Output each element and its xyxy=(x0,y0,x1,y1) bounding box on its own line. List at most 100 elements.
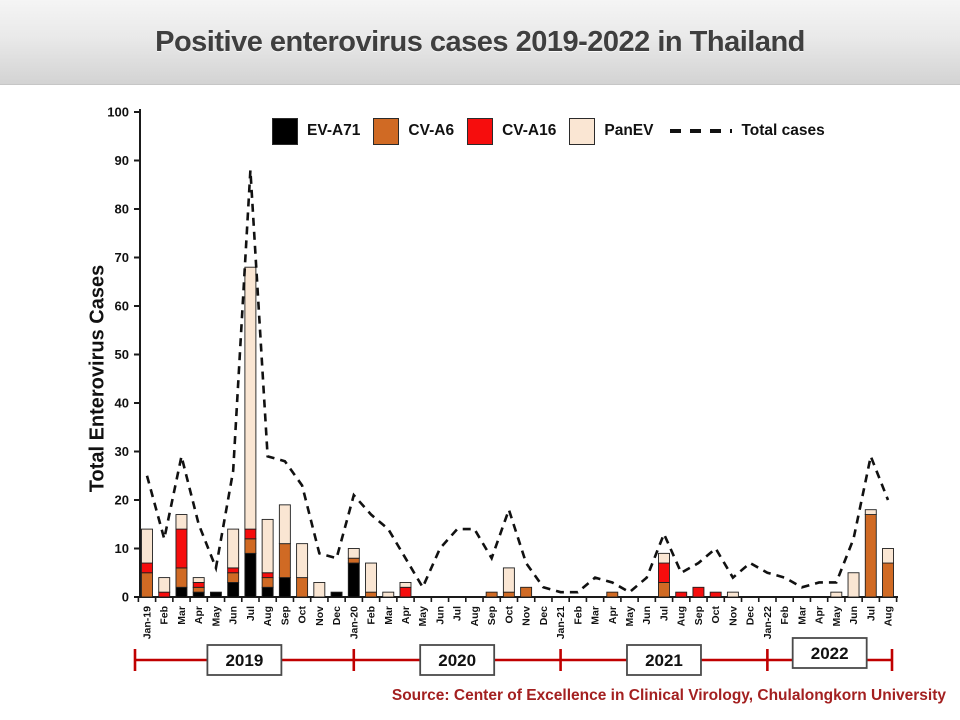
bar-segment-cv-a6 xyxy=(365,591,377,598)
month-label: Jun xyxy=(228,606,240,625)
bar-segment-cv-a6 xyxy=(864,514,877,598)
month-label: Feb xyxy=(159,606,171,625)
month-label: May xyxy=(417,606,429,627)
year-label-2020: 2020 xyxy=(438,651,476,670)
bar-segment-ev-a71 xyxy=(347,562,360,598)
title-band: Positive enterovirus cases 2019-2022 in … xyxy=(0,0,960,85)
bar-segment-panev xyxy=(864,509,877,516)
month-label: Mar xyxy=(796,606,808,625)
month-label: Mar xyxy=(176,606,188,625)
bar-segment-ev-a71 xyxy=(192,591,205,598)
y-tick-label: 40 xyxy=(115,396,129,411)
month-label: Aug xyxy=(469,606,481,626)
bar-segment-cv-a6 xyxy=(227,572,240,583)
y-tick-label: 90 xyxy=(115,153,129,168)
bar-segment-cv-a16 xyxy=(227,567,240,574)
bar-segment-panev xyxy=(227,528,240,569)
month-label: Feb xyxy=(366,606,378,625)
month-label: Sep xyxy=(279,606,291,625)
bar-segment-cv-a16 xyxy=(192,582,205,588)
year-label-2019: 2019 xyxy=(225,651,263,670)
bar-segment-cv-a6 xyxy=(175,567,188,588)
month-label: May xyxy=(210,606,222,627)
bar-segment-cv-a6 xyxy=(141,572,153,598)
month-label: Oct xyxy=(503,606,515,624)
bar-segment-cv-a16 xyxy=(261,572,274,579)
month-label: May xyxy=(831,606,843,627)
bar-segment-cv-a6 xyxy=(192,586,205,593)
month-label: Apr xyxy=(193,606,205,624)
y-tick-label: 70 xyxy=(115,250,129,265)
bar-segment-panev xyxy=(347,548,360,559)
y-tick-label: 0 xyxy=(122,590,129,605)
bar-segment-panev xyxy=(278,504,291,545)
cv-a6-swatch-icon xyxy=(373,117,400,145)
month-label: Nov xyxy=(521,606,533,626)
page-title: Positive enterovirus cases 2019-2022 in … xyxy=(155,25,805,58)
month-label: Apr xyxy=(400,606,412,624)
cv-a16-swatch-icon xyxy=(467,117,494,145)
bar-segment-cv-a16 xyxy=(675,591,688,598)
ev-a71-swatch-icon xyxy=(272,117,298,145)
bar-segment-ev-a71 xyxy=(244,552,257,598)
y-tick-label: 50 xyxy=(115,347,129,362)
month-label: Sep xyxy=(486,606,498,625)
bar-segment-panev xyxy=(244,266,257,530)
y-tick-label: 60 xyxy=(115,299,129,314)
bar-segment-panev xyxy=(382,591,395,598)
bar-segment-panev xyxy=(365,562,377,593)
y-tick-label: 20 xyxy=(115,493,129,508)
legend-label: CV-A6 xyxy=(408,122,455,139)
chart-legend: EV-A71 CV-A6 CV-A16 PanEV Total cases xyxy=(272,115,825,147)
bar-segment-cv-a6 xyxy=(278,543,291,579)
bar-segment-cv-a6 xyxy=(347,557,360,564)
bar-segment-panev xyxy=(399,582,412,588)
y-tick-label: 10 xyxy=(115,541,129,556)
month-label: Nov xyxy=(314,606,326,626)
month-label: Mar xyxy=(590,606,602,625)
legend-label: PanEV xyxy=(604,122,654,139)
dashed-line-icon xyxy=(670,129,733,133)
month-label: Jan-20 xyxy=(348,606,360,639)
month-label: Jun xyxy=(434,606,446,625)
bar-segment-cv-a6 xyxy=(502,591,515,598)
bar-segment-cv-a16 xyxy=(175,528,188,569)
year-label-box-2022 xyxy=(791,637,868,669)
bar-segment-cv-a6 xyxy=(520,586,533,598)
source-text: Source: Center of Excellence in Clinical… xyxy=(391,687,946,704)
year-label-2022: 2022 xyxy=(811,644,849,663)
bar-segment-panev xyxy=(261,518,274,574)
bar-segment-panev xyxy=(658,552,670,564)
month-label: Feb xyxy=(779,606,791,625)
month-label: Jan-21 xyxy=(555,606,567,639)
chart-area: Total Enterovirus Cases 0 10 20 30 40 50 60 70 8… xyxy=(60,95,940,685)
panev-swatch-icon xyxy=(569,117,596,145)
legend-item-panev: PanEV xyxy=(569,117,654,145)
month-label: Jun xyxy=(848,606,860,625)
y-tick-label: 30 xyxy=(115,444,129,459)
bar-segment-cv-a6 xyxy=(485,591,498,598)
month-label: Nov xyxy=(727,606,739,626)
total-cases-line xyxy=(145,170,890,594)
month-label: Jul xyxy=(245,606,257,621)
bar-segment-ev-a71 xyxy=(278,577,291,598)
bar-segment-cv-a6 xyxy=(658,582,670,598)
month-label: Jan-22 xyxy=(762,606,774,639)
bar-segment-ev-a71 xyxy=(175,586,188,598)
month-label: Jul xyxy=(452,606,464,621)
legend-item-cv-a6: CV-A6 xyxy=(373,117,455,145)
bar-segment-panev xyxy=(726,591,739,598)
bar-segment-panev xyxy=(847,572,860,598)
month-label: Mar xyxy=(383,606,395,625)
bar-segment-cv-a16 xyxy=(692,586,705,598)
bar-segment-ev-a71 xyxy=(261,586,274,598)
year-label-2021: 2021 xyxy=(645,651,683,670)
bar-segment-cv-a6 xyxy=(296,577,309,598)
bar-segment-panev xyxy=(192,577,205,583)
month-label: Jun xyxy=(641,606,653,625)
month-label: May xyxy=(624,606,636,627)
month-label: Dec xyxy=(745,606,757,625)
bar-segment-panev xyxy=(175,514,188,530)
bar-segment-cv-a16 xyxy=(244,528,257,540)
month-label: Aug xyxy=(262,606,274,626)
